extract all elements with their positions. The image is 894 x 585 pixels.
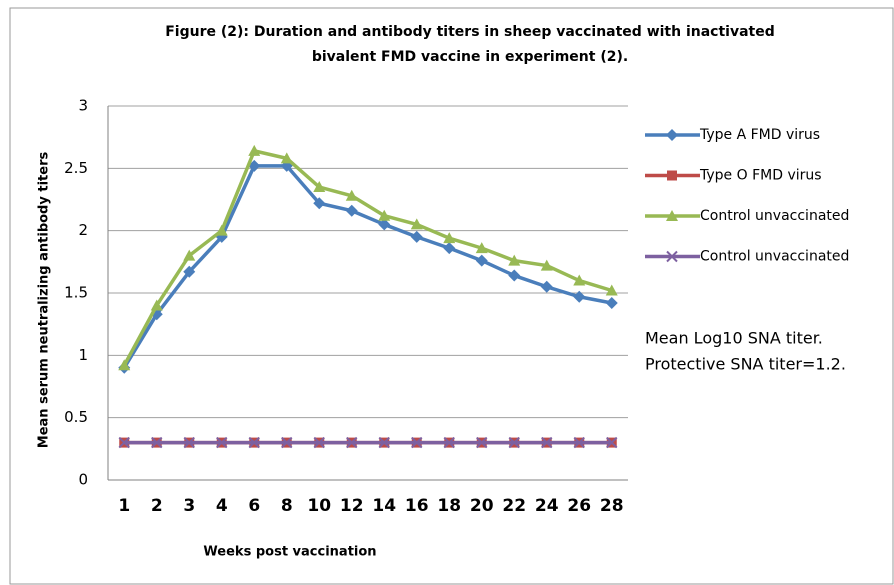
y-tick-label: 2 [78,221,88,239]
marker [443,436,455,449]
marker [150,299,163,311]
marker [313,436,325,449]
marker [410,230,423,243]
x-tick-label: 12 [340,496,364,516]
marker [410,218,423,230]
marker [118,359,131,371]
marker [540,280,553,293]
x-tick-label: 28 [600,496,624,516]
marker [508,436,520,449]
y-axis-label: Mean serum neutralizing antibody titers [37,152,52,449]
legend-label: Control unvaccinated [700,249,849,265]
chart-title: bivalent FMD vaccine in experiment (2). [312,49,628,65]
x-tick-label: 2 [151,496,163,516]
chart-title: Figure (2): Duration and antibody titers… [165,24,775,40]
annotation: Mean Log10 SNA titer. [645,329,823,348]
marker [183,265,196,278]
marker [540,259,553,271]
marker [280,152,293,164]
x-tick-label: 6 [248,496,260,516]
marker [215,224,228,236]
marker [606,436,618,449]
marker [605,296,618,309]
marker [443,232,456,244]
marker [476,436,488,449]
marker [281,436,293,449]
annotation: Protective SNA titer=1.2. [645,355,846,374]
x-tick-label: 3 [183,496,195,516]
y-tick-label: 0 [78,471,88,489]
marker [475,242,488,254]
y-tick-label: 1 [78,346,88,364]
y-tick-label: 1.5 [64,284,88,302]
marker [573,436,585,449]
marker [313,197,326,210]
x-tick-label: 26 [567,496,591,516]
marker [508,254,521,266]
x-tick-label: 1 [118,496,130,516]
marker [378,436,390,449]
marker [605,284,618,296]
marker [411,436,423,449]
marker [216,436,228,449]
marker [378,218,391,231]
marker [151,436,163,449]
marker [183,436,195,449]
series-line [122,164,613,369]
legend-label: Type A FMD virus [699,127,820,143]
marker [508,269,521,282]
marker [573,290,586,303]
x-tick-label: 10 [307,496,331,516]
legend-label: Control unvaccinated [700,208,849,224]
marker [248,436,260,449]
y-tick-label: 2.5 [64,159,88,177]
marker [667,170,677,181]
marker [345,204,358,217]
marker [573,274,586,286]
x-tick-label: 18 [437,496,461,516]
series-line [122,149,613,367]
x-axis-label: Weeks post vaccination [203,545,376,560]
marker [666,129,678,141]
x-tick-label: 8 [281,496,293,516]
marker [541,436,553,449]
marker [443,242,456,255]
marker [346,436,358,449]
marker [378,209,391,221]
legend-label: Type O FMD virus [699,168,822,184]
x-tick-label: 20 [470,496,494,516]
marker [666,210,678,221]
marker [475,254,488,267]
marker [248,144,261,156]
marker [183,249,196,261]
marker [118,436,130,449]
marker [345,189,358,201]
x-tick-label: 4 [216,496,228,516]
y-tick-label: 0.5 [64,408,88,426]
x-tick-label: 14 [372,496,396,516]
marker [666,250,678,263]
chart-frame [9,7,894,585]
x-tick-label: 22 [502,496,526,516]
y-tick-label: 3 [78,97,88,115]
x-tick-label: 24 [535,496,559,516]
marker [313,181,326,193]
x-tick-label: 16 [405,496,429,516]
